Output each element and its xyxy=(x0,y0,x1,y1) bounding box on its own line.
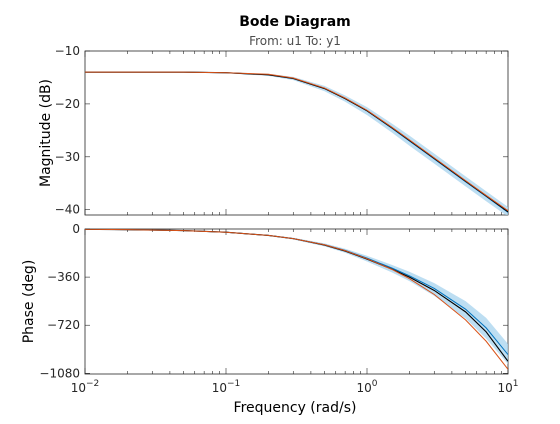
chart-title: Bode Diagram xyxy=(239,14,351,30)
axes-frame xyxy=(84,228,509,375)
y-axis-label: Magnitude (dB) xyxy=(38,79,54,187)
y-tick-label: −1080 xyxy=(39,366,80,380)
y-tick-label: −40 xyxy=(55,203,80,217)
panel-magnitude: −10 −20 −30 −40 Magnitude (dB) xyxy=(38,44,509,217)
x-tick-label: 101 xyxy=(497,379,518,395)
x-tick-label: 100 xyxy=(356,379,377,395)
y-tick-label: −360 xyxy=(47,270,80,284)
chart-subtitle: From: u1 To: y1 xyxy=(249,34,341,48)
y-tick-label: 0 xyxy=(72,222,80,236)
x-tick-label: 10−1 xyxy=(212,379,241,395)
y-tick-label: −20 xyxy=(55,97,80,111)
x-tick-labels: 10−2 10−1 100 101 xyxy=(71,379,519,395)
y-axis-label: Phase (deg) xyxy=(21,260,37,344)
series-line-model xyxy=(85,71,508,212)
y-tick-label: −30 xyxy=(55,150,80,164)
plot-area xyxy=(85,71,508,215)
y-tick-label: −720 xyxy=(47,318,80,332)
axes-frame xyxy=(84,50,509,216)
x-axis-label: Frequency (rad/s) xyxy=(234,400,357,416)
series-line-model xyxy=(85,229,508,370)
x-tick-label: 10−2 xyxy=(71,379,100,395)
panel-phase: 0 −360 −720 −1080 Phase (deg) xyxy=(21,222,509,380)
panels: −10 −20 −30 −40 Magnitude (dB) 0 −360 −720 −1080… xyxy=(21,44,519,395)
plot-area xyxy=(85,229,508,370)
y-tick-label: −10 xyxy=(55,44,80,58)
